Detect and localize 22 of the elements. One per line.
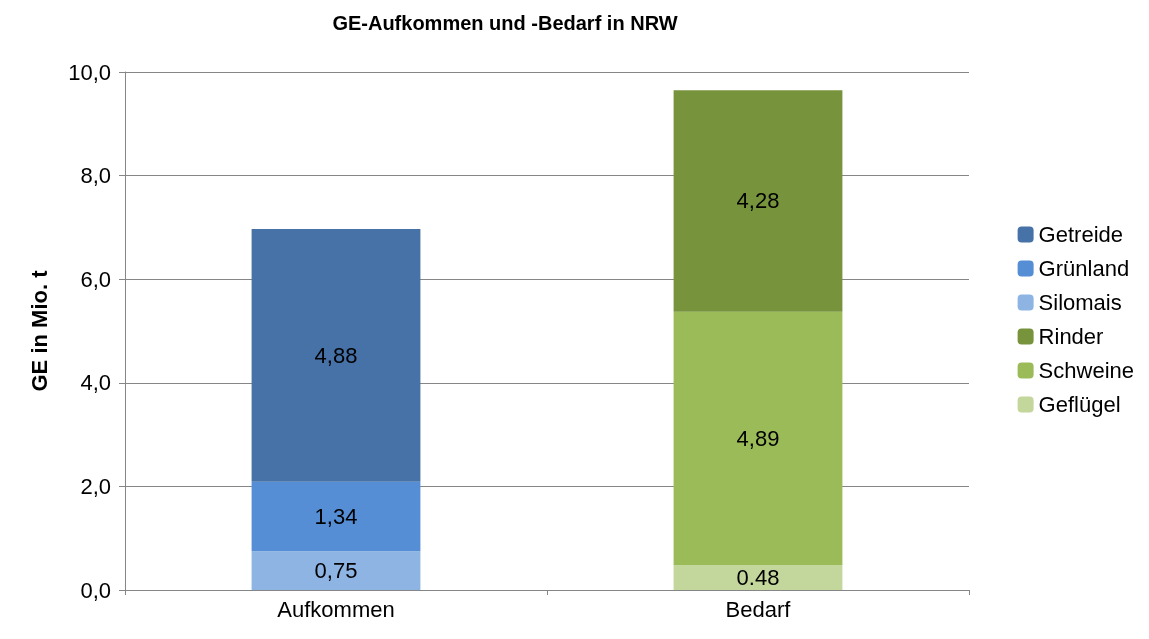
data-label: 0.48 (736, 565, 780, 591)
y-tick-label: 2,0 (80, 473, 111, 499)
legend-label: Silomais (1038, 290, 1122, 315)
legend-label: Grünland (1038, 256, 1130, 281)
data-label: 4,28 (736, 188, 780, 214)
data-label: 4,88 (314, 342, 358, 368)
y-tick-label: 10,0 (68, 59, 111, 85)
y-tick-label: 6,0 (80, 266, 111, 292)
x-tick-label: Aufkommen (277, 596, 395, 622)
y-tick-label: 8,0 (80, 163, 111, 189)
y-axis-title: GE in Mio. t (26, 269, 52, 392)
x-tick-label: Bedarf (725, 596, 792, 622)
legend-label: Schweine (1038, 358, 1134, 383)
chart-title: GE-Aufkommen und -Bedarf in NRW (332, 12, 678, 34)
data-label: 0,75 (314, 558, 358, 584)
data-label: 4,89 (736, 425, 780, 451)
y-tick-label: 0,0 (80, 577, 111, 603)
legend-label: Getreide (1038, 222, 1123, 247)
legend-label: Rinder (1038, 324, 1104, 349)
data-label: 1,34 (314, 503, 358, 529)
y-tick-label: 4,0 (80, 370, 111, 396)
legend-label: Geflügel (1038, 392, 1121, 417)
